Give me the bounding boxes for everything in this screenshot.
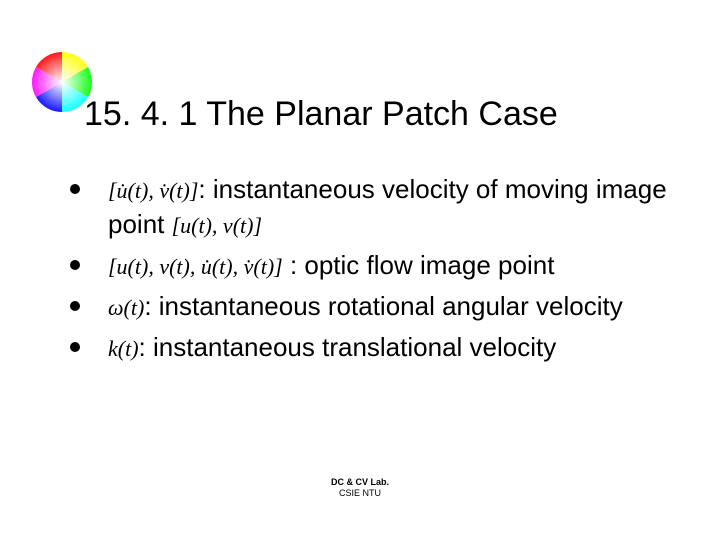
bullet-list: [u̇(t), v̇(t)]: instantaneous velocity o… xyxy=(70,172,680,371)
math-expr: ω(t) xyxy=(108,295,144,320)
bullet-desc: : optic flow image point xyxy=(283,250,555,280)
footer-lab: DC & CV Lab. xyxy=(0,477,720,489)
bullet-item: [u̇(t), v̇(t)]: instantaneous velocity o… xyxy=(70,172,680,242)
slide-title: 15. 4. 1 The Planar Patch Case xyxy=(84,95,558,134)
math-expr: k(t) xyxy=(108,336,139,361)
bullet-text: [u̇(t), v̇(t)]: instantaneous velocity o… xyxy=(108,172,680,242)
slide-footer: DC & CV Lab. CSIE NTU xyxy=(0,477,720,500)
bullet-desc: : instantaneous rotational angular veloc… xyxy=(144,291,622,321)
bullet-text: k(t): instantaneous translational veloci… xyxy=(108,330,556,365)
math-expr: [u̇(t), v̇(t)] xyxy=(108,178,198,203)
bullet-item: [u(t), v(t), u̇(t), v̇(t)] : optic flow … xyxy=(70,248,680,283)
bullet-marker xyxy=(70,301,80,311)
bullet-marker xyxy=(70,184,80,194)
bullet-marker xyxy=(70,342,80,352)
bullet-item: ω(t): instantaneous rotational angular v… xyxy=(70,289,680,324)
math-expr: [u(t), v(t), u̇(t), v̇(t)] xyxy=(108,254,283,279)
footer-dept: CSIE NTU xyxy=(0,488,720,500)
bullet-text: ω(t): instantaneous rotational angular v… xyxy=(108,289,623,324)
bullet-marker xyxy=(70,260,80,270)
math-expr: [u(t), v(t)] xyxy=(172,213,262,238)
bullet-text: [u(t), v(t), u̇(t), v̇(t)] : optic flow … xyxy=(108,248,554,283)
bullet-desc: : instantaneous translational velocity xyxy=(139,332,557,362)
bullet-item: k(t): instantaneous translational veloci… xyxy=(70,330,680,365)
